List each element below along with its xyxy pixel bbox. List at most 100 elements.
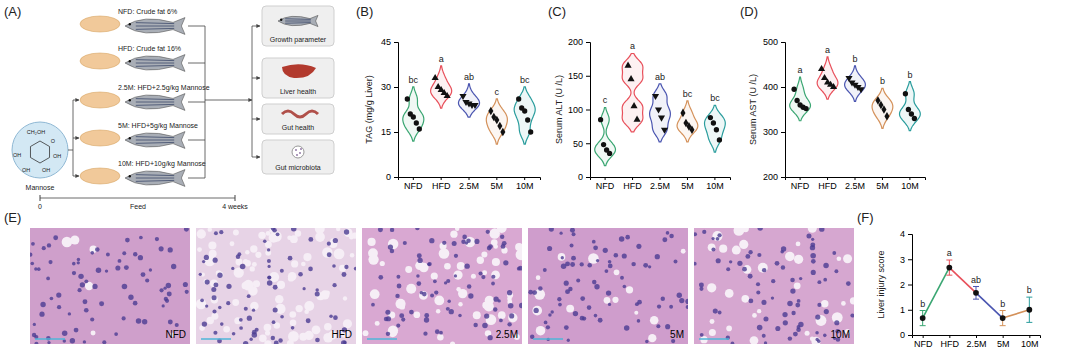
nucleus	[417, 281, 422, 286]
violin	[650, 84, 671, 142]
nucleus	[757, 325, 763, 331]
panel-a: (A)NFD: Crude fat 6%HFD: Crude fat 16%2.…	[4, 4, 334, 210]
error-cap	[946, 275, 952, 276]
vacuole	[431, 272, 438, 279]
significance-letter: c	[495, 87, 500, 97]
nucleus	[218, 306, 222, 310]
nucleus	[824, 309, 829, 314]
nucleus	[175, 323, 179, 327]
tick-mark	[908, 285, 912, 286]
vacuole	[295, 230, 301, 236]
arrow	[252, 26, 260, 27]
nucleus	[90, 317, 94, 321]
nucleus	[327, 242, 331, 246]
connector	[68, 150, 73, 151]
tick-mark	[586, 76, 590, 77]
violin	[458, 84, 479, 117]
x-tick: NFD	[914, 335, 933, 349]
fish-stripe	[136, 22, 174, 24]
vacuole	[794, 282, 801, 289]
tick-mark	[441, 177, 442, 180]
data-point	[906, 107, 911, 112]
nucleus	[648, 265, 651, 268]
tick-label: 2.5M	[845, 181, 865, 191]
nucleus	[657, 305, 661, 309]
molecule-ring	[30, 141, 49, 163]
data-point	[1000, 315, 1006, 321]
tick-mark	[949, 335, 950, 338]
vacuole	[299, 333, 307, 341]
nucleus	[702, 230, 706, 234]
nucleus	[711, 237, 714, 240]
axis-line	[591, 178, 731, 181]
tick-mark	[660, 177, 661, 180]
fish-stripe	[136, 142, 174, 144]
data-point	[881, 105, 886, 114]
significance-letter: bc	[710, 93, 720, 103]
tick-label: NFD	[914, 339, 933, 349]
vacuole	[419, 291, 428, 300]
nucleus	[636, 244, 641, 249]
panel-label: (F)	[857, 210, 874, 225]
nucleus	[570, 228, 575, 233]
vacuole	[732, 246, 741, 255]
nucleus	[587, 263, 592, 268]
vacuole	[821, 300, 828, 307]
x-tick: 5M	[876, 177, 889, 191]
nucleus	[102, 340, 106, 344]
nucleus	[507, 322, 511, 326]
nucleus	[817, 280, 821, 284]
nucleus	[699, 282, 704, 287]
arrow	[205, 100, 252, 101]
nucleus	[268, 265, 271, 268]
nucleus	[122, 316, 126, 320]
tick-mark	[469, 177, 470, 180]
y-tick: 0	[386, 172, 398, 182]
nucleus	[677, 293, 682, 298]
nucleus	[608, 264, 613, 269]
nucleus	[106, 253, 110, 257]
nucleus	[403, 241, 407, 245]
vacuole	[491, 271, 500, 280]
x-tick: NFD	[596, 177, 615, 191]
vacuole	[805, 331, 810, 336]
fish-stripe	[136, 98, 174, 100]
error-cap	[920, 310, 926, 311]
nucleus	[378, 228, 383, 232]
nucleus	[32, 333, 36, 337]
nucleus	[557, 297, 561, 301]
nucleus	[757, 228, 762, 231]
nucleus	[433, 279, 437, 283]
nucleus	[587, 305, 592, 310]
error-cap	[920, 325, 926, 326]
data-point	[912, 116, 917, 121]
axis-line	[908, 235, 913, 336]
outcome-box	[262, 104, 334, 134]
axis-line	[781, 43, 786, 178]
feed	[80, 168, 120, 184]
nucleus	[679, 298, 684, 303]
vacuole	[726, 326, 732, 332]
data-point	[471, 103, 478, 109]
histology-image	[30, 228, 190, 344]
vacuole	[843, 254, 852, 263]
y-tick: 300	[763, 127, 785, 137]
significance-letter: a	[798, 65, 803, 75]
tick-label: 500	[763, 37, 778, 47]
nucleus	[125, 238, 130, 243]
nucleus	[149, 268, 152, 271]
fish-stripe	[136, 63, 174, 64]
feed	[80, 130, 120, 146]
vacuole	[471, 274, 476, 279]
fish-stripe	[136, 104, 174, 106]
nucleus	[666, 231, 670, 235]
vacuole	[259, 335, 267, 343]
axis-line	[913, 336, 1041, 339]
nucleus	[462, 235, 467, 240]
nucleus	[212, 309, 216, 313]
nucleus	[243, 341, 248, 344]
tick-mark	[908, 335, 912, 336]
tick-label: 200	[568, 37, 583, 47]
fish-eye	[129, 23, 131, 25]
tick-mark	[586, 177, 590, 178]
